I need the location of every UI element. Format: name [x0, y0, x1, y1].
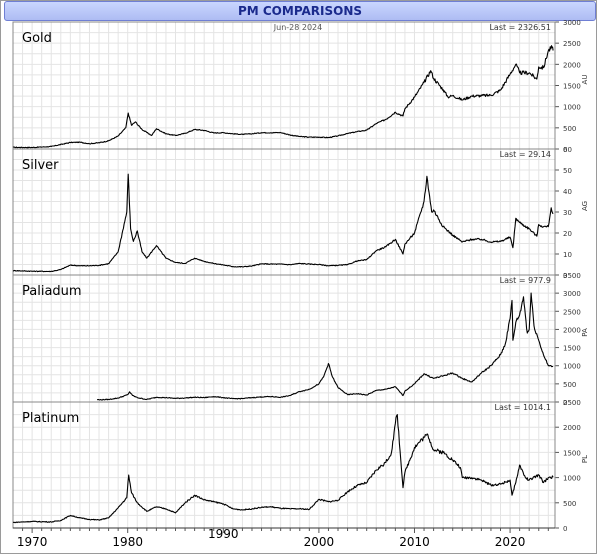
y-tick-label: 2000: [563, 424, 581, 432]
y-tick-label: 1500: [563, 345, 581, 353]
chart-date: Jun-28 2024: [273, 23, 322, 32]
x-tick-label: 1980: [112, 535, 143, 549]
y-tick-label: 3500: [563, 272, 581, 280]
y-tick-label: 2500: [563, 40, 581, 48]
y-tick-label: 2000: [563, 326, 581, 334]
x-tick-label: 1990: [208, 527, 239, 541]
y-tick-label: 500: [563, 125, 576, 133]
y-tick-label: 500: [563, 500, 576, 508]
last-value-label: Last = 2326.51: [489, 23, 551, 32]
y-tick-label: 2500: [563, 399, 581, 407]
y-tick-label: 50: [563, 167, 572, 175]
series-line-ag: [12, 173, 554, 273]
y-tick-label: 2500: [563, 308, 581, 316]
last-value-label: Last = 977.9: [500, 276, 551, 285]
last-value-label: Last = 1014.1: [495, 403, 551, 412]
y-tick-label: 30: [563, 209, 572, 217]
x-tick-label: 2010: [399, 535, 430, 549]
y-tick-label: 3000: [563, 19, 581, 27]
y-tick-label: 40: [563, 188, 572, 196]
y-tick-label: 1500: [563, 83, 581, 91]
series-line-au: [12, 45, 554, 149]
x-tick-label: 2000: [304, 535, 335, 549]
panel-title-au: Gold: [22, 31, 52, 46]
chart-title: PM COMPARISONS: [4, 1, 596, 21]
y-tick-label: 1000: [563, 475, 581, 483]
y-tick-label: 0: [563, 525, 567, 533]
y-tick-label: 1000: [563, 363, 581, 371]
y-tick-label: 2000: [563, 61, 581, 69]
panel-title-pa: Paliadum: [22, 284, 82, 299]
y-tick-label: 1000: [563, 104, 581, 112]
y-axis-label: AU: [581, 75, 589, 85]
y-axis-label: PL: [581, 455, 589, 463]
x-tick-label: 2020: [495, 535, 526, 549]
y-tick-label: 500: [563, 381, 576, 389]
y-tick-label: 0: [563, 272, 567, 280]
y-tick-label: 10: [563, 251, 572, 259]
y-axis-label: PA: [581, 328, 589, 337]
y-tick-label: 3000: [563, 290, 581, 298]
y-tick-label: 20: [563, 230, 572, 238]
panel-title-ag: Silver: [22, 158, 59, 173]
series-line-pl: [12, 414, 554, 524]
y-axis-label: AG: [581, 201, 589, 211]
panel-title-pl: Platinum: [22, 411, 79, 426]
y-tick-label: 0: [563, 146, 567, 154]
y-tick-label: 60: [563, 146, 572, 154]
x-tick-label: 1970: [17, 535, 48, 549]
y-tick-label: 1500: [563, 449, 581, 457]
series-line-pa: [96, 292, 554, 401]
last-value-label: Last = 29.14: [500, 150, 551, 159]
y-tick-label: 0: [563, 399, 567, 407]
